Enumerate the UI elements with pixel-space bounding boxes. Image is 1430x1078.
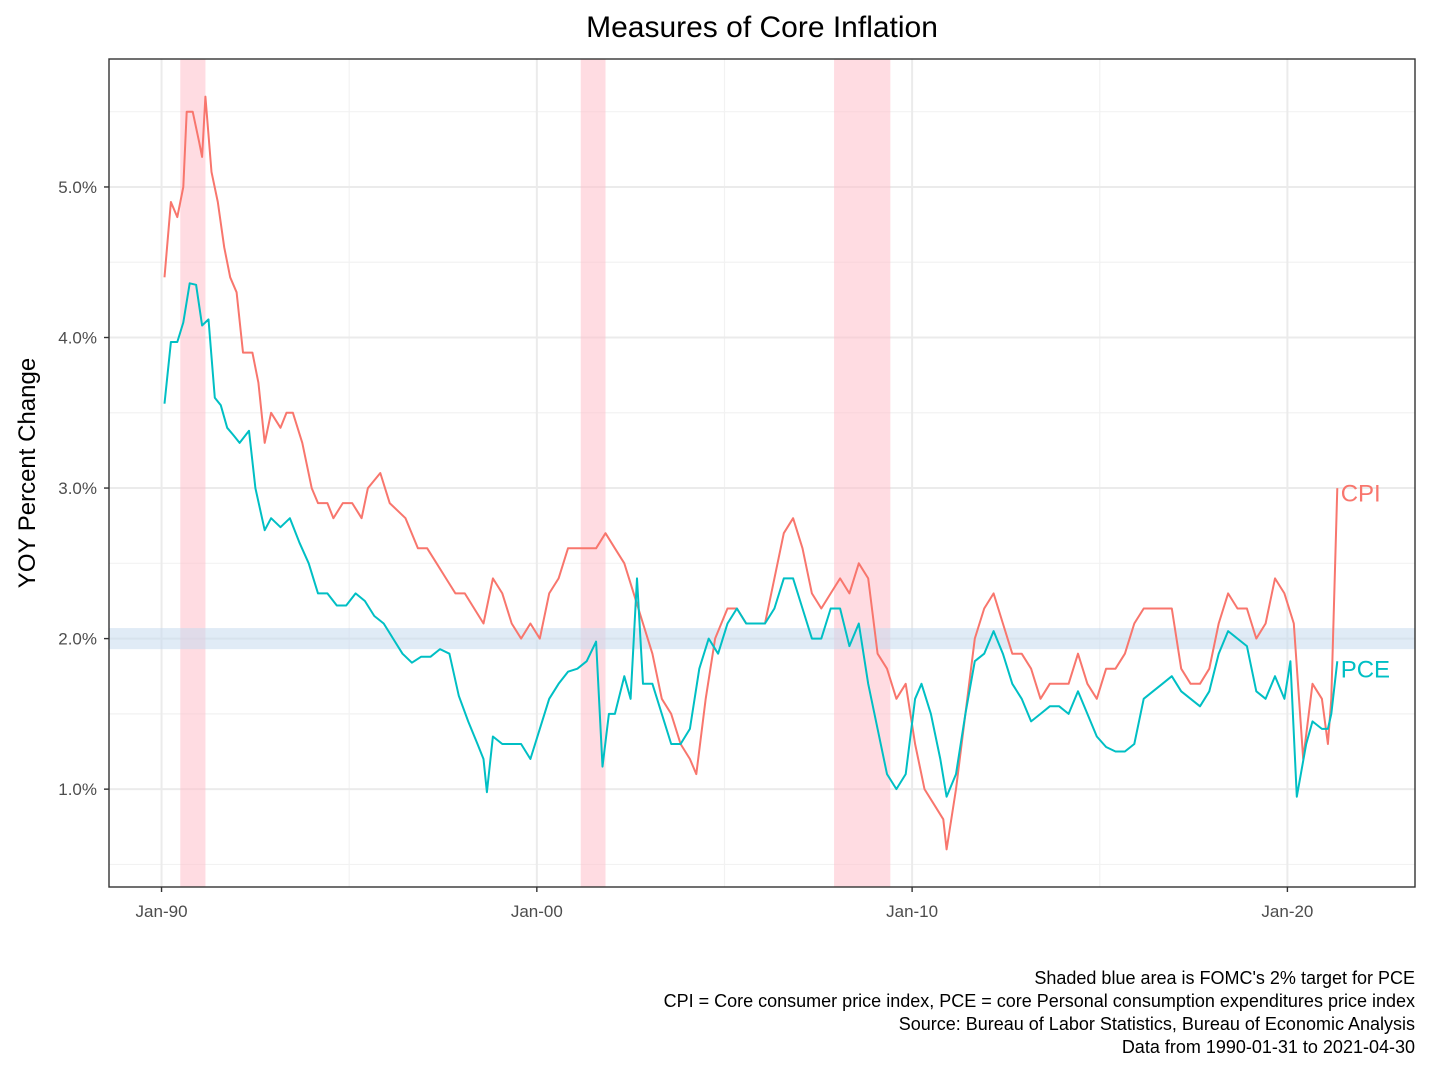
y-tick-label: 1.0% [58, 780, 97, 799]
series-label-pce: PCE [1341, 657, 1390, 684]
y-axis-title: YOY Percent Change [14, 358, 41, 588]
series-line-cpi [163, 95, 1339, 851]
plot-background [109, 59, 1415, 887]
y-tick-label: 3.0% [58, 479, 97, 498]
series-label-cpi: CPI [1341, 481, 1381, 508]
y-tick-label: 2.0% [58, 630, 97, 649]
caption-line: Source: Bureau of Labor Statistics, Bure… [899, 1014, 1415, 1034]
chart-title: Measures of Core Inflation [586, 11, 938, 44]
x-tick-label: Jan-10 [886, 902, 938, 921]
x-tick-label: Jan-90 [136, 902, 188, 921]
y-axis-ticks: 1.0% 2.0% 3.0% 4.0% 5.0% [58, 178, 109, 799]
x-tick-label: Jan-20 [1261, 902, 1313, 921]
caption-line: Data from 1990-01-31 to 2021-04-30 [1122, 1037, 1415, 1057]
x-axis-ticks: Jan-90 Jan-00 Jan-10 Jan-20 [136, 887, 1313, 921]
series-end-labels: CPI PCE [1341, 481, 1390, 684]
fomc-target-band [109, 628, 1415, 650]
recession-band [180, 59, 206, 887]
caption-line: CPI = Core consumer price index, PCE = c… [664, 991, 1415, 1011]
series-line-pce [163, 282, 1339, 798]
plot-border [108, 58, 1416, 888]
y-tick-label: 4.0% [58, 329, 97, 348]
y-tick-label: 5.0% [58, 178, 97, 197]
recession-band [834, 59, 891, 887]
target-band [109, 628, 1415, 650]
x-tick-label: Jan-00 [511, 902, 563, 921]
caption-block: Shaded blue area is FOMC's 2% target for… [664, 968, 1415, 1057]
plot-area [108, 58, 1416, 888]
series-lines [163, 95, 1339, 851]
caption-line: Shaded blue area is FOMC's 2% target for… [1034, 968, 1415, 988]
